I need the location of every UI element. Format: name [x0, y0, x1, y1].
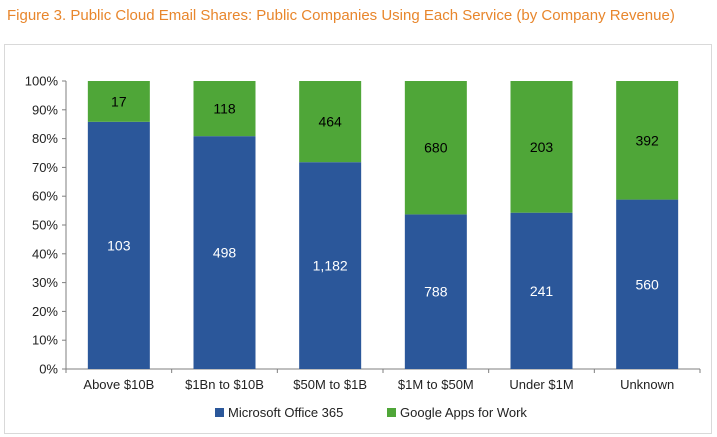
bar-segment-google — [616, 81, 679, 200]
y-tick-label: 0% — [39, 362, 58, 377]
data-label: 788 — [424, 284, 448, 300]
data-label: 464 — [318, 114, 342, 130]
bar-segment-google — [510, 81, 573, 213]
chart-axes: 0% 10% 20% 30% 40% 50% 60% 70% 80% 90% 100% Above $… — [25, 74, 701, 392]
data-label: 392 — [635, 132, 659, 148]
bar-segment-google — [193, 81, 256, 137]
chart-legend: Microsoft Office 365 Google Apps for Work — [215, 405, 527, 420]
bar-segment-microsoft — [299, 162, 362, 369]
legend-label: Google Apps for Work — [400, 405, 527, 420]
legend-label: Microsoft Office 365 — [228, 405, 343, 420]
data-label: 498 — [213, 245, 237, 261]
data-label: 203 — [530, 139, 554, 155]
bar-segment-microsoft — [404, 214, 467, 369]
bar-segment-google — [299, 81, 362, 163]
data-label: 17 — [111, 93, 127, 109]
y-tick-label: 30% — [32, 275, 58, 290]
x-tick-label: $1Bn to $10B — [185, 377, 264, 392]
y-tick-label: 80% — [32, 131, 58, 146]
data-label: 1,182 — [313, 258, 348, 274]
data-label: 118 — [213, 101, 236, 117]
y-tick-label: 70% — [32, 160, 58, 175]
x-tick-label: $50M to $1B — [293, 377, 367, 392]
chart-frame — [4, 44, 712, 434]
data-label: 680 — [424, 140, 448, 156]
bar-segment-microsoft — [87, 121, 150, 369]
chart-data-labels: 103 17 498 118 1,182 464 788 680 241 203 560 392 — [107, 93, 659, 299]
legend-swatch-microsoft — [215, 408, 224, 417]
data-label: 241 — [530, 283, 554, 299]
x-tick-label: Under $1M — [509, 377, 573, 392]
chart-bars — [87, 81, 679, 369]
x-tick-label: $1M to $50M — [398, 377, 474, 392]
x-tick-label: Unknown — [620, 377, 674, 392]
data-label: 103 — [107, 237, 131, 253]
bar-segment-google — [404, 81, 467, 215]
bar-segment-microsoft — [616, 199, 679, 369]
bar-segment-google — [87, 81, 150, 122]
y-tick-label: 20% — [32, 304, 58, 319]
data-label: 560 — [635, 276, 659, 292]
y-tick-label: 10% — [32, 333, 58, 348]
x-tick-label: Above $10B — [83, 377, 154, 392]
y-tick-label: 40% — [32, 246, 58, 261]
y-tick-label: 100% — [25, 74, 59, 89]
y-tick-label: 50% — [32, 218, 58, 233]
figure-title: Figure 3. Public Cloud Email Shares: Pub… — [7, 7, 675, 24]
legend-swatch-google — [387, 408, 396, 417]
y-tick-label: 90% — [32, 102, 58, 117]
bar-segment-microsoft — [193, 136, 256, 369]
bar-segment-microsoft — [510, 212, 573, 369]
y-tick-label: 60% — [32, 189, 58, 204]
